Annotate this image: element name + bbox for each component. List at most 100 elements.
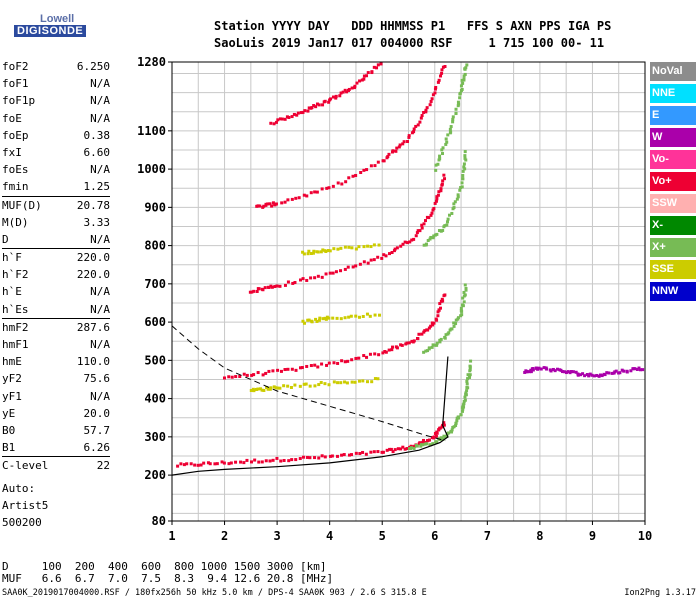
data-point [574, 370, 578, 374]
data-point [464, 158, 468, 162]
data-point [256, 371, 260, 375]
data-point [257, 460, 261, 464]
data-point [391, 450, 395, 454]
data-point [442, 421, 446, 425]
data-point [429, 235, 433, 239]
data-point [278, 284, 282, 288]
data-point [417, 332, 421, 336]
data-point [412, 339, 416, 343]
data-point [373, 313, 377, 317]
data-point [301, 319, 305, 323]
data-point [302, 252, 306, 256]
data-point [267, 369, 271, 373]
data-point [316, 365, 320, 369]
data-point [445, 220, 449, 224]
data-point [339, 246, 343, 250]
data-point [360, 78, 364, 82]
data-point [392, 249, 396, 253]
data-point [415, 231, 419, 235]
param-row: h`F2 220.0 [2, 266, 110, 283]
data-point [435, 431, 439, 435]
param-name: foEs [2, 163, 29, 177]
data-point [431, 442, 435, 446]
data-point [305, 278, 309, 282]
data-point [366, 244, 370, 248]
data-point [242, 372, 246, 376]
data-point [369, 245, 373, 249]
data-point [331, 184, 335, 188]
data-point [332, 247, 336, 251]
data-point [390, 348, 394, 352]
data-point [429, 99, 433, 103]
data-point [464, 393, 468, 397]
param-row: foE N/A [2, 110, 110, 127]
data-point [607, 371, 611, 375]
data-point [440, 71, 444, 75]
data-point [414, 124, 418, 128]
data-point [433, 87, 437, 91]
data-point [283, 283, 287, 287]
data-point [307, 106, 311, 110]
data-point [354, 314, 358, 318]
data-point [293, 383, 297, 387]
data-point [315, 319, 319, 323]
data-point [407, 134, 411, 138]
data-point [468, 375, 472, 379]
legend-entry: Vo- [650, 150, 696, 169]
station-header: Station YYYY DAY DDD HHMMSS P1 FFS S AXN… [214, 18, 611, 52]
param-name: hmF2 [2, 320, 29, 334]
data-point [435, 195, 439, 199]
data-point [292, 112, 296, 116]
data-point [452, 202, 456, 206]
data-point [452, 321, 456, 325]
data-point [439, 74, 443, 78]
data-point [459, 413, 463, 417]
data-point [327, 383, 331, 387]
param-value: 220.0 [76, 268, 110, 282]
data-point [622, 369, 626, 373]
data-point [199, 463, 203, 467]
param-row: C-level 22 [2, 456, 110, 474]
data-point [462, 77, 466, 81]
param-value: 20.0 [83, 406, 111, 420]
data-point [320, 362, 324, 366]
y-tick-label: 80 [152, 514, 166, 528]
x-tick-label: 5 [379, 529, 386, 543]
data-point [462, 405, 466, 409]
data-point [262, 388, 266, 392]
data-point [439, 436, 443, 440]
data-point [373, 352, 377, 356]
legend-entry: Vo+ [650, 172, 696, 191]
data-point [426, 238, 430, 242]
data-point [454, 111, 458, 115]
param-name: h`Es [2, 302, 29, 316]
data-point [434, 440, 438, 444]
data-point [463, 283, 467, 287]
data-point [463, 293, 467, 297]
data-point [305, 455, 309, 459]
data-point [428, 443, 432, 447]
data-point [438, 340, 442, 344]
data-point [434, 199, 438, 203]
data-point [438, 154, 442, 158]
data-point [529, 370, 533, 374]
data-point [365, 312, 369, 316]
data-point [339, 381, 343, 385]
data-point [350, 380, 354, 384]
data-point [227, 375, 231, 379]
data-point [428, 237, 432, 241]
data-point [327, 186, 331, 190]
data-point [249, 388, 253, 392]
data-point [230, 375, 234, 379]
data-point [381, 351, 385, 355]
data-point [260, 460, 264, 464]
data-point [537, 366, 541, 370]
param-row: M(D) 3.33 [2, 214, 110, 231]
data-point [350, 246, 354, 250]
data-point [268, 459, 272, 463]
data-point [351, 174, 355, 178]
data-point [278, 386, 282, 390]
data-point [222, 376, 226, 380]
data-point [590, 373, 594, 377]
data-point [286, 367, 290, 371]
